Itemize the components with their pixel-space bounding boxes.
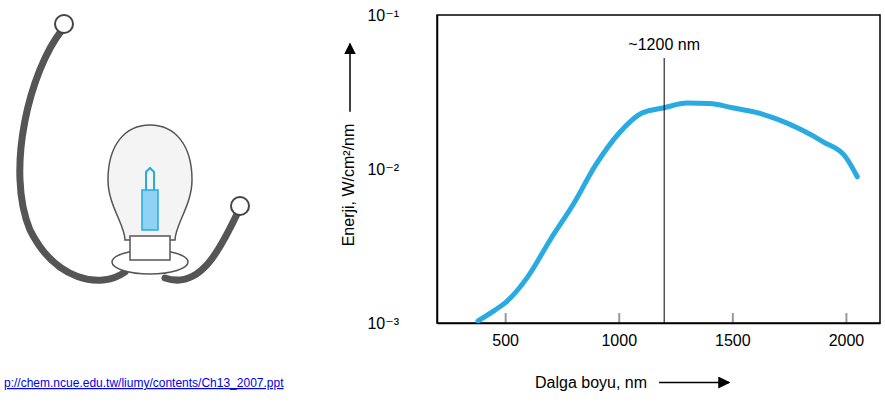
plot-area	[478, 103, 857, 321]
y-axis-arrow	[349, 44, 351, 112]
filament-wire	[146, 168, 154, 190]
y-tick-label: 10⁻¹	[367, 7, 399, 24]
lamp-illustration	[20, 15, 249, 280]
spectrum-line	[478, 103, 857, 321]
x-tick-label: 500	[492, 332, 519, 349]
cable-left	[20, 30, 125, 280]
ring-left	[55, 15, 73, 33]
x-tick: 1000	[601, 313, 637, 349]
x-tick: 1500	[715, 313, 751, 349]
x-tick-mark	[505, 313, 507, 323]
filament	[142, 190, 158, 230]
chart-root: 500 1000 1500 2000 10⁻³ 10⁻² 10⁻¹ ~1200 nm Enerj…	[0, 0, 885, 405]
x-axis-arrow	[659, 382, 729, 384]
plot-frame	[437, 15, 880, 323]
y-tick: 10⁻¹	[367, 7, 437, 24]
x-tick: 2000	[829, 313, 865, 349]
x-axis: 500 1000 1500 2000	[438, 313, 881, 349]
x-tick-mark	[618, 313, 620, 323]
y-tick: 10⁻²	[367, 161, 437, 178]
y-tick-label: 10⁻²	[367, 161, 399, 178]
y-tick: 10⁻³	[367, 315, 437, 332]
x-tick-label: 2000	[829, 332, 865, 349]
ring-right	[231, 197, 249, 215]
source-link: p://chem.ncue.edu.tw/liumy/contents/Ch13…	[4, 376, 284, 390]
bulb	[108, 125, 192, 240]
socket-neck	[130, 236, 170, 260]
x-tick-mark	[732, 313, 734, 323]
y-axis: 10⁻³ 10⁻² 10⁻¹	[367, 7, 437, 332]
x-tick-label: 1000	[601, 332, 637, 349]
annotation-line	[664, 58, 665, 323]
x-axis-title: Dalga boyu, nm	[535, 374, 647, 391]
x-tick-mark	[845, 313, 847, 323]
y-axis-title: Enerji, W/cm²/nm	[340, 124, 357, 247]
annotation-label: ~1200 nm	[628, 36, 700, 53]
x-tick: 500	[492, 313, 519, 349]
y-tick-label: 10⁻³	[367, 315, 399, 332]
x-tick-label: 1500	[715, 332, 751, 349]
